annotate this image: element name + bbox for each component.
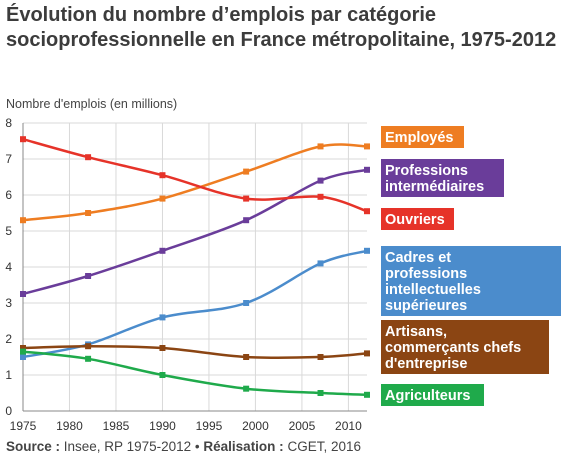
data-point xyxy=(159,345,166,351)
source-label: Source : xyxy=(6,439,61,454)
y-tick-label: 7 xyxy=(5,152,12,166)
legend-label: intermédiaires xyxy=(385,179,484,195)
legend-label: Professions xyxy=(385,163,468,179)
legend-label: Artisans, xyxy=(385,324,447,340)
y-tick-label: 4 xyxy=(5,260,12,274)
chart-title: Évolution du nombre d’emplois par catégo… xyxy=(6,4,557,51)
data-point xyxy=(364,247,370,254)
legend-label: d'entreprise xyxy=(385,356,467,372)
legend-label: supérieures xyxy=(385,298,467,314)
data-point xyxy=(317,260,324,267)
x-tick-label: 1985 xyxy=(103,419,130,433)
data-point xyxy=(317,177,324,184)
x-tick-label: 2010 xyxy=(335,419,362,433)
data-point xyxy=(159,195,166,202)
data-point xyxy=(317,193,324,200)
data-point xyxy=(243,168,250,175)
x-tick-label: 2000 xyxy=(242,419,269,433)
data-point xyxy=(85,154,92,161)
y-tick-label: 0 xyxy=(5,404,12,418)
chart-series xyxy=(20,136,370,398)
data-point xyxy=(85,273,92,279)
data-point xyxy=(243,300,250,306)
source-value: Insee, RP 1975-2012 xyxy=(63,439,192,454)
x-tick-label: 1995 xyxy=(196,419,223,433)
legend-box xyxy=(381,320,549,374)
data-point xyxy=(85,355,92,362)
legend-box xyxy=(381,246,561,316)
data-point xyxy=(85,210,92,216)
y-tick-label: 3 xyxy=(5,296,12,310)
data-point xyxy=(364,166,370,173)
y-tick-label: 1 xyxy=(5,368,12,382)
legend-label: Employés xyxy=(385,130,454,146)
realisation-value: CGET, 2016 xyxy=(287,439,361,454)
x-tick-label: 2005 xyxy=(289,419,316,433)
legend-label: Cadres et xyxy=(385,250,451,266)
data-point xyxy=(20,348,26,355)
legend-label: intellectuelles xyxy=(385,282,481,298)
x-tick-label: 1990 xyxy=(149,419,176,433)
data-point xyxy=(20,345,26,351)
data-point xyxy=(243,354,250,360)
chart-axes: 0 1 2 3 4 5 6 7 8 1975 1980 1985 1990 1995 2000 2005 201… xyxy=(5,116,367,433)
series-line xyxy=(22,137,368,213)
data-point xyxy=(159,314,166,321)
data-point xyxy=(243,217,250,224)
source-note: Source : Insee, RP 1975-2012 • Réalisati… xyxy=(6,439,361,454)
data-point xyxy=(364,350,370,357)
x-tick-label: 1975 xyxy=(10,419,37,433)
y-tick-label: 6 xyxy=(5,188,12,202)
legend-box xyxy=(381,126,464,148)
data-point xyxy=(85,343,92,350)
y-tick-label: 5 xyxy=(5,224,12,238)
legend-box xyxy=(381,208,454,230)
data-point xyxy=(159,372,166,378)
data-point xyxy=(364,391,370,398)
legend-label: Agriculteurs xyxy=(385,388,470,404)
data-point xyxy=(20,291,26,297)
y-tick-label: 2 xyxy=(5,332,12,346)
data-point xyxy=(317,143,324,150)
legend-label: commerçants chefs xyxy=(385,340,521,356)
data-point xyxy=(20,217,26,224)
data-point xyxy=(317,390,324,396)
legend-box xyxy=(381,159,504,197)
x-tick-label: 1980 xyxy=(56,419,83,433)
realisation-label: Réalisation : xyxy=(203,439,284,454)
data-point xyxy=(364,143,370,150)
legend-box xyxy=(381,384,484,406)
data-point xyxy=(159,247,166,254)
data-point xyxy=(20,354,26,360)
data-point xyxy=(159,172,166,179)
data-point xyxy=(243,195,250,202)
legend-label: Ouvriers xyxy=(385,212,445,228)
y-axis-label: Nombre d'emplois (en millions) xyxy=(6,97,178,111)
data-point xyxy=(243,385,250,392)
data-point xyxy=(20,136,26,143)
data-point xyxy=(364,208,370,215)
data-point xyxy=(317,354,324,360)
source-separator: • xyxy=(194,439,200,454)
legend-label: professions xyxy=(385,266,467,282)
y-tick-label: 8 xyxy=(5,116,12,130)
